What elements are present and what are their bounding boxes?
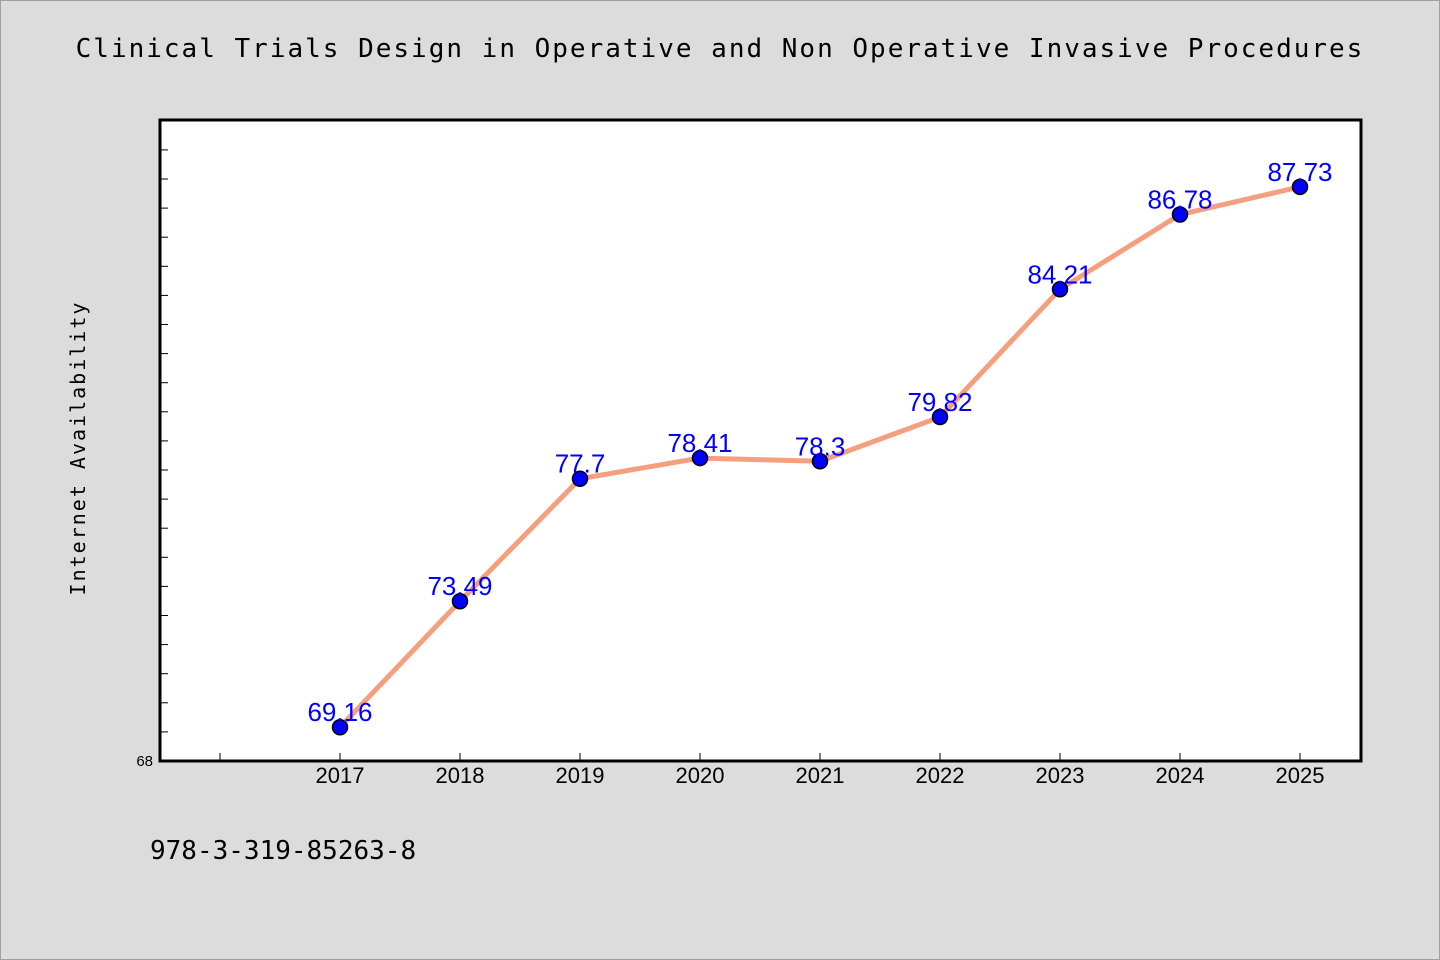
series-markers (331, 178, 1309, 736)
data-label: 69.16 (307, 697, 372, 727)
x-tick-label: 2020 (676, 763, 725, 788)
axis-ticks: 2017 2018 2019 2020 2021 2022 2023 2024 2025 68 (136, 149, 1325, 788)
data-label: 86.78 (1147, 185, 1212, 215)
x-tick-label: 2023 (1036, 763, 1085, 788)
x-tick-label: 2021 (796, 763, 845, 788)
x-tick-label: 2019 (556, 763, 605, 788)
data-point (691, 449, 709, 467)
x-tick-label: 2022 (916, 763, 965, 788)
data-label: 78.41 (667, 428, 732, 458)
plot-border (158, 118, 1363, 763)
y-tick-label: 68 (136, 753, 153, 770)
data-point (811, 453, 829, 470)
data-point (931, 408, 949, 426)
isbn-footer: 978-3-319-85263-8 (150, 836, 417, 866)
x-tick-label: 2017 (316, 763, 365, 788)
data-label: 84.21 (1027, 259, 1092, 289)
data-point (331, 718, 349, 736)
chart-title: Clinical Trials Design in Operative and … (75, 34, 1365, 64)
x-tick-label: 2024 (1156, 763, 1205, 788)
x-tick-label: 2025 (1276, 763, 1325, 788)
data-point (1051, 281, 1069, 298)
x-tick-label: 2018 (436, 763, 485, 788)
data-point (451, 592, 469, 610)
data-point (1171, 206, 1189, 223)
data-label: 78.3 (795, 431, 846, 461)
data-labels: 69.16 73.49 77.7 78.41 78.3 79.82 84.21 86.78 87… (307, 157, 1332, 727)
data-label: 79.82 (907, 387, 972, 417)
data-label: 87.73 (1267, 157, 1332, 187)
data-label: 77.7 (555, 449, 606, 479)
data-point (1291, 178, 1309, 196)
data-label: 73.49 (427, 571, 492, 601)
data-point (571, 470, 589, 487)
